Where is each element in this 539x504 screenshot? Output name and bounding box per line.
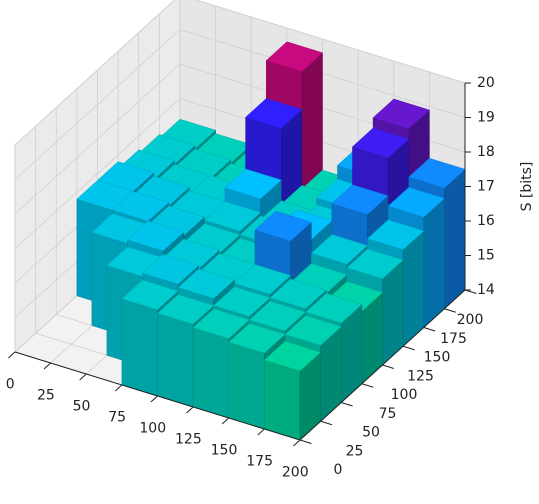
y-tick — [320, 420, 333, 426]
bar-side — [192, 327, 230, 419]
bar-top — [177, 268, 235, 299]
bar-top — [142, 254, 200, 285]
bar-top — [245, 98, 303, 129]
y-tick — [361, 383, 374, 388]
bar-side — [228, 341, 265, 430]
bar-side — [121, 298, 158, 397]
grid-line — [14, 63, 181, 215]
y-tick-label: 75 — [379, 406, 397, 422]
grid-line — [14, 98, 181, 249]
y-tick — [382, 364, 395, 369]
z-tick-label: 15 — [477, 248, 495, 264]
x-tick-label: 100 — [139, 421, 166, 437]
bar-front — [423, 197, 445, 329]
x-tick — [186, 406, 194, 414]
bar-top — [387, 187, 445, 218]
y-tick — [299, 439, 312, 444]
x-tick — [8, 351, 16, 359]
y-tick-label: 150 — [424, 350, 451, 366]
z-tick-label: 14 — [477, 282, 495, 298]
bar-top — [367, 219, 425, 250]
x-tick — [293, 439, 301, 447]
x-tick-label: 125 — [175, 432, 202, 448]
y-tick-label: 175 — [440, 331, 467, 347]
bar-top — [224, 168, 282, 200]
bar-top — [233, 264, 292, 295]
x-tick-label: 50 — [73, 399, 91, 415]
bar-front — [402, 230, 425, 347]
y-tick — [341, 402, 353, 407]
bar-top — [352, 127, 410, 159]
bar-top — [127, 220, 185, 252]
bar-top — [331, 184, 389, 215]
grid-line — [194, 0, 466, 84]
z-tick-label: 17 — [477, 179, 495, 195]
bar-top — [203, 201, 262, 232]
y-tick — [423, 327, 436, 332]
x-tick-label: 150 — [211, 443, 238, 459]
y-tick-label: 100 — [391, 387, 418, 403]
z-tick-label: 19 — [477, 110, 495, 126]
z-axis-label: S [bits] — [519, 162, 535, 212]
x-tick-label: 175 — [246, 454, 273, 470]
z-tick-label: 18 — [477, 144, 495, 160]
bar-side — [264, 359, 301, 441]
bar-top — [265, 41, 323, 72]
bar-top — [269, 278, 327, 309]
y-tick-label: 125 — [407, 368, 434, 384]
x-tick-label: 0 — [6, 377, 15, 393]
x-tick — [43, 362, 51, 370]
x-tick — [79, 373, 87, 381]
bar-top — [372, 98, 430, 129]
bar-top — [284, 315, 342, 346]
z-tick-label: 16 — [477, 213, 495, 229]
x-tick — [150, 395, 158, 403]
x-tick — [114, 384, 123, 392]
y-tick-label: 50 — [362, 425, 380, 441]
x-tick-label: 25 — [37, 388, 55, 404]
y-tick — [444, 308, 456, 313]
x-tick — [257, 428, 265, 436]
bar-top — [263, 341, 322, 372]
y-tick-label: 0 — [334, 462, 343, 478]
y-tick — [464, 289, 477, 294]
y-tick — [402, 345, 415, 351]
y-tick-label: 200 — [457, 312, 484, 328]
bar-front — [444, 168, 466, 310]
grid-line — [14, 29, 181, 180]
bar-top — [112, 191, 170, 222]
x-tick-label: 75 — [108, 410, 126, 426]
x-tick-label: 200 — [282, 465, 309, 481]
bar-top — [305, 293, 363, 324]
grid-line — [14, 0, 176, 146]
y-tick-label: 25 — [346, 443, 364, 459]
bar — [263, 341, 322, 441]
bar-top — [254, 211, 312, 242]
bar-top — [346, 248, 404, 280]
z-tick-label: 20 — [477, 75, 495, 91]
x-tick — [221, 417, 230, 425]
bar-side — [157, 312, 194, 408]
